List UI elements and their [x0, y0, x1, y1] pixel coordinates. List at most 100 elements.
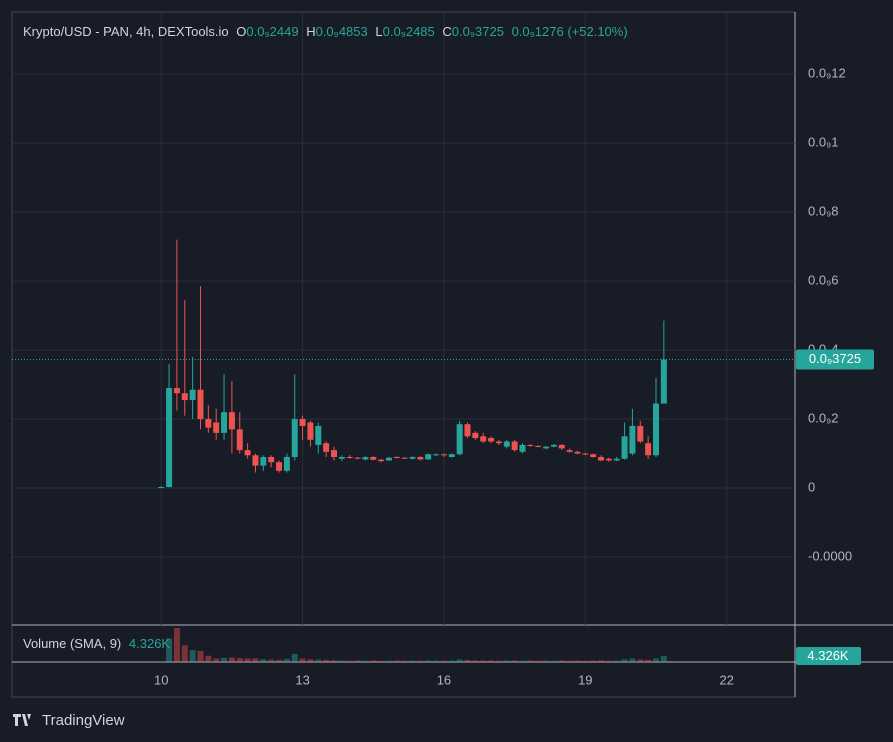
legend: Krypto/USD - PAN, 4h, DEXTools.io O0.0₉2… [23, 24, 628, 39]
volume-bar [354, 660, 361, 662]
candle-body [362, 457, 369, 460]
volume-bar [440, 660, 447, 662]
candle-body [166, 388, 173, 488]
volume-bar [637, 659, 644, 662]
y-tick-label: 0.0₉8 [808, 204, 838, 219]
volume-bar [260, 659, 267, 662]
volume-bar [543, 660, 550, 662]
volume-bar [378, 660, 385, 662]
candle-body [385, 457, 392, 461]
volume-bar [221, 657, 228, 662]
candle-body [401, 457, 408, 459]
volume-bar [472, 660, 479, 662]
ohlc-name: C [442, 24, 451, 39]
volume-bar [558, 660, 565, 662]
volume-bar [621, 659, 628, 662]
candle-body [621, 436, 628, 459]
volume-bar [535, 660, 542, 662]
volume-value: 4.326K [129, 636, 171, 651]
candle-body [652, 403, 659, 456]
candle-body [197, 389, 204, 420]
candle-body [566, 450, 573, 452]
x-tick-label: 10 [154, 672, 168, 687]
volume-bar [173, 627, 180, 662]
volume-bar [268, 659, 275, 662]
volume-bar [629, 658, 636, 662]
volume-title: Volume (SMA, 9) [23, 636, 121, 651]
volume-bar [582, 660, 589, 662]
volume-bar [613, 660, 620, 662]
volume-bar [480, 660, 487, 662]
volume-bar [495, 660, 502, 662]
volume-bar [166, 638, 173, 662]
volume-bar [488, 660, 495, 662]
candle-body [252, 455, 259, 466]
volume-bar [448, 660, 455, 662]
volume-bar [236, 658, 243, 662]
volume-bar [228, 657, 235, 662]
candle-body [448, 454, 455, 458]
candle-body [315, 425, 322, 445]
candle-body [582, 453, 589, 455]
volume-bar [511, 660, 518, 662]
symbol-title: Krypto/USD - PAN, 4h, DEXTools.io [23, 24, 229, 39]
candle-body [244, 450, 251, 456]
volume-bar [181, 645, 188, 662]
volume-bar [527, 660, 534, 662]
volume-bar [652, 658, 659, 662]
volume-bar [464, 659, 471, 662]
ohlc-value: 0.0₉2449 [246, 24, 298, 39]
candle-body [543, 446, 550, 449]
volume-legend: Volume (SMA, 9) 4.326K [23, 636, 170, 651]
logo: TradingView [13, 712, 125, 729]
volume-bar [574, 660, 581, 662]
volume-bar [645, 659, 652, 662]
candle-body [181, 393, 188, 401]
volume-bar [197, 650, 204, 662]
volume-bar [291, 653, 298, 662]
volume-bar [213, 658, 220, 662]
volume-bar [433, 660, 440, 662]
candle-body [527, 444, 534, 446]
brand: TradingView [42, 712, 125, 729]
candle-body [378, 459, 385, 462]
candle-body [433, 454, 440, 456]
x-tick-label: 16 [437, 672, 451, 687]
candle-body [605, 458, 612, 461]
candle-body [283, 457, 290, 471]
candle-body [472, 432, 479, 439]
last-price-badge [796, 349, 874, 370]
volume-bar [315, 659, 322, 662]
candle-body [260, 457, 267, 466]
candle-body [205, 419, 212, 428]
volume-bar [660, 655, 667, 662]
candle-body [338, 457, 345, 459]
candle-body [456, 424, 463, 455]
chart-frame [11, 11, 796, 698]
x-tick-label: 13 [295, 672, 309, 687]
x-tick-label: 22 [719, 672, 733, 687]
volume-bar [346, 660, 353, 662]
volume-badge-label: 4.326K [807, 648, 849, 663]
candle-body [503, 441, 510, 447]
volume-bar [252, 658, 259, 662]
volume-bar [425, 660, 432, 662]
candle-body [590, 454, 597, 458]
change-label: 0.0₉1276 (+52.10%) [512, 24, 628, 39]
candle-body [173, 388, 180, 394]
volume-bar [205, 655, 212, 662]
ohlc-name: O [236, 24, 246, 39]
ohlc-value: 0.0₉3725 [452, 24, 504, 39]
volume-bar [370, 660, 377, 662]
ohlc-value: 0.0₉2485 [383, 24, 435, 39]
y-tick-label: 0.0₉1 [808, 135, 838, 150]
volume-bar [338, 660, 345, 662]
candle-body [574, 451, 581, 454]
candle-body [535, 445, 542, 447]
volume-bar [283, 658, 290, 662]
candle-body [299, 419, 306, 426]
volume-bar [189, 650, 196, 662]
y-tick-label: 0.0₉12 [808, 66, 846, 81]
y-tick-label: 0.0₉6 [808, 273, 838, 288]
